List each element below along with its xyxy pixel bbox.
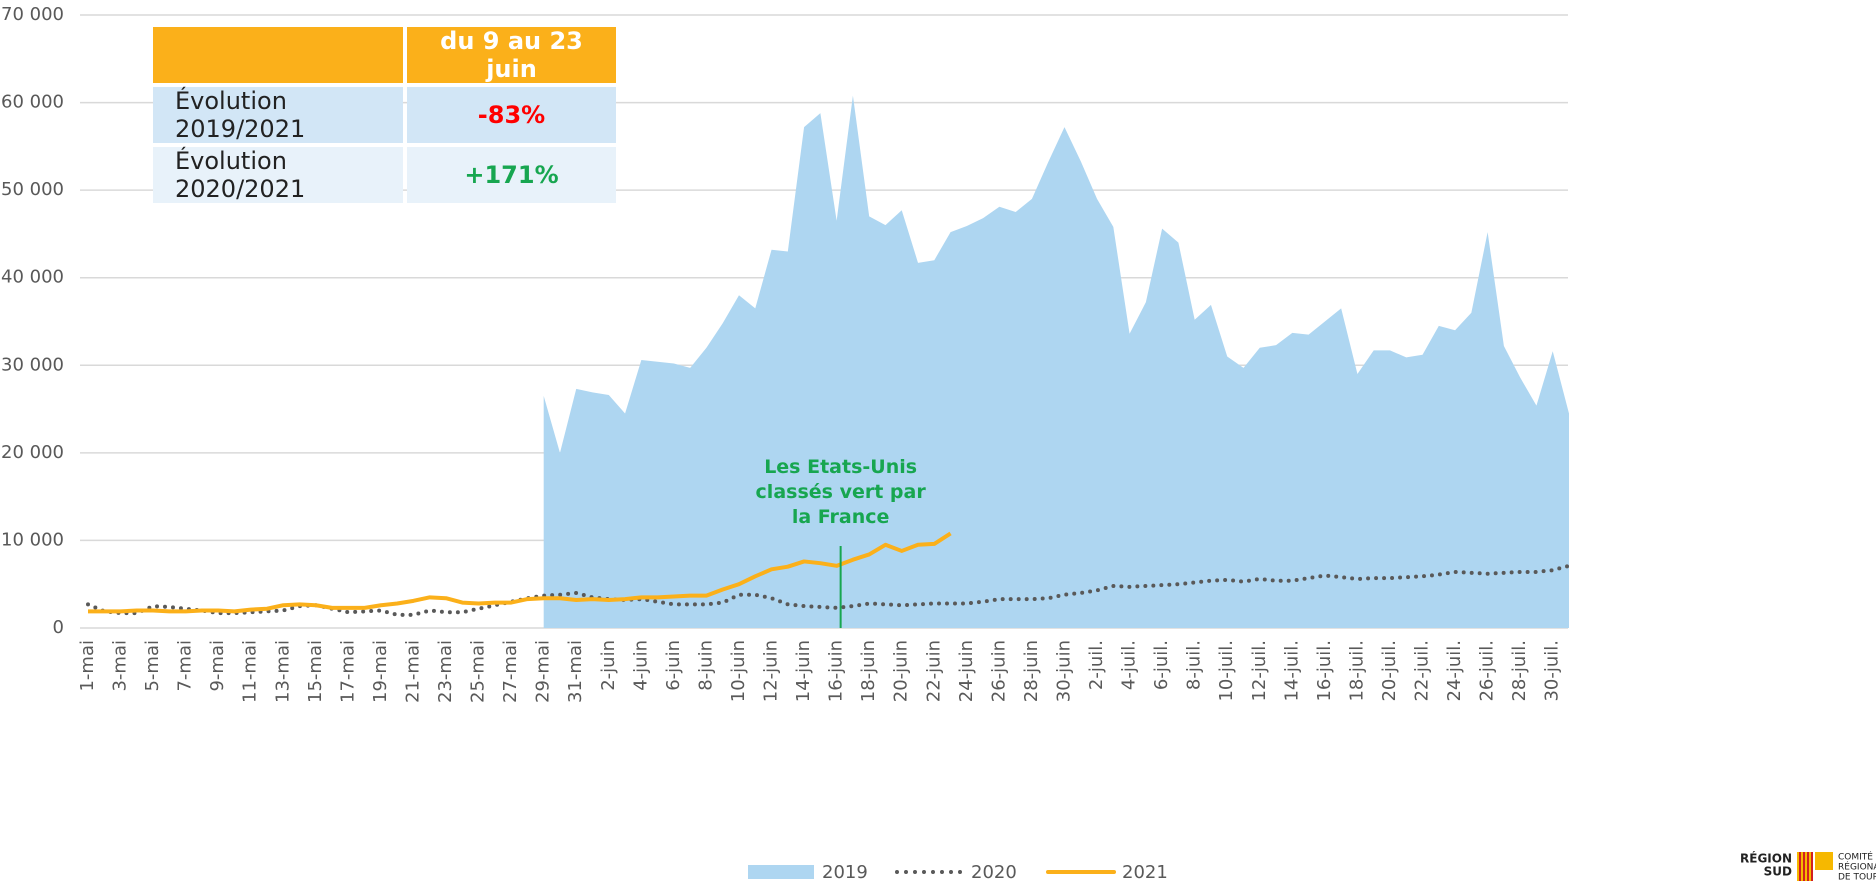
logo-org: DE TOURISME: [1838, 873, 1876, 881]
x-tick-label: 16-juin: [826, 640, 847, 702]
table-cell: Évolution 2020/2021: [153, 147, 403, 203]
header-cell: [153, 27, 403, 83]
x-tick-label: 26-juil.: [1477, 640, 1498, 702]
table-cell: Évolution 2019/2021: [153, 87, 403, 143]
x-tick-label: 2-juin: [598, 640, 619, 691]
logo-stripe: [1811, 852, 1813, 881]
x-tick-label: 29-mai: [533, 640, 554, 703]
x-tick-label: 15-mai: [305, 640, 326, 703]
logo-org: RÉGIONAL: [1838, 861, 1876, 873]
y-tick-label: 70 000: [1, 4, 64, 25]
table-cell: +171%: [407, 147, 616, 203]
line-2020: [86, 563, 1571, 617]
y-tick-label: 40 000: [1, 267, 64, 288]
x-tick-label: 21-mai: [402, 640, 423, 703]
x-tick-label: 26-juin: [988, 640, 1009, 702]
header-cell: du 9 au 23 juin: [407, 27, 616, 83]
x-tick-label: 14-juin: [793, 640, 814, 702]
y-tick-label: 50 000: [1, 179, 64, 200]
logo-emblem: [1815, 852, 1833, 870]
x-tick-label: 28-juin: [1021, 640, 1042, 702]
x-tick-label: 19-mai: [370, 640, 391, 703]
legend-swatch: [748, 865, 814, 879]
x-tick-label: 18-juil.: [1346, 640, 1367, 702]
x-tick-label: 7-mai: [175, 640, 196, 692]
table-row: Évolution 2020/2021 +171%: [153, 147, 616, 203]
logo-stripe: [1799, 852, 1801, 881]
x-tick-label: 12-juin: [761, 640, 782, 702]
y-tick-label: 10 000: [1, 529, 64, 550]
logo-org: COMITÉ: [1838, 851, 1873, 863]
logo-name: SUD: [1764, 865, 1792, 879]
summary-table: du 9 au 23 juin Évolution 2019/2021 -83% Év…: [149, 23, 620, 207]
x-tick-label: 9-mai: [207, 640, 228, 692]
x-tick-label: 8-juin: [695, 640, 716, 691]
x-tick-label: 24-juil.: [1444, 640, 1465, 702]
x-tick-label: 10-juin: [728, 640, 749, 702]
table-row: Évolution 2019/2021 -83%: [153, 87, 616, 143]
x-tick-label: 17-mai: [337, 640, 358, 703]
x-tick-label: 31-mai: [565, 640, 586, 703]
x-tick-label: 30-juin: [1053, 640, 1074, 702]
logo-stripe: [1803, 852, 1805, 881]
logo-name: RÉGION: [1740, 851, 1792, 866]
x-tick-label: 20-juil.: [1379, 640, 1400, 702]
y-tick-label: 0: [53, 617, 64, 638]
y-tick-label: 30 000: [1, 354, 64, 375]
x-tick-label: 3-mai: [110, 640, 131, 692]
legend-label: 2020: [971, 862, 1017, 881]
x-tick-label: 18-juin: [858, 640, 879, 702]
x-tick-label: 16-juil.: [1314, 640, 1335, 702]
annotation: Les Etats-Unis classés vert par la Franc…: [755, 456, 926, 528]
legend-label: 2019: [822, 862, 868, 881]
x-tick-label: 30-juil.: [1542, 640, 1563, 702]
x-tick-label: 4-juil.: [1119, 640, 1140, 690]
x-tick-label: 14-juil.: [1281, 640, 1302, 702]
x-tick-label: 6-juin: [663, 640, 684, 691]
x-tick-label: 8-juil.: [1184, 640, 1205, 690]
x-tick-label: 20-juin: [891, 640, 912, 702]
y-tick-label: 20 000: [1, 442, 64, 463]
x-tick-label: 23-mai: [435, 640, 456, 703]
y-tick-label: 60 000: [1, 92, 64, 113]
x-tick-label: 27-mai: [500, 640, 521, 703]
x-tick-label: 2-juil.: [1086, 640, 1107, 690]
x-tick-label: 13-mai: [272, 640, 293, 703]
x-tick-label: 25-mai: [468, 640, 489, 703]
x-tick-label: 28-juil.: [1509, 640, 1530, 702]
legend-label: 2021: [1122, 862, 1168, 881]
x-tick-label: 24-juin: [956, 640, 977, 702]
x-tick-label: 1-mai: [77, 640, 98, 692]
x-tick-label: 22-juin: [923, 640, 944, 702]
x-tick-label: 6-juil.: [1151, 640, 1172, 690]
line-2021: [88, 531, 952, 614]
x-tick-label: 4-juin: [630, 640, 651, 691]
logo-stripe: [1807, 852, 1809, 881]
table-cell: -83%: [407, 87, 616, 143]
header-row: du 9 au 23 juin: [153, 27, 616, 83]
area-2019: [543, 95, 1569, 628]
x-tick-label: 11-mai: [240, 640, 261, 703]
x-tick-label: 22-juil.: [1412, 640, 1433, 702]
x-tick-label: 5-mai: [142, 640, 163, 692]
x-tick-label: 10-juil.: [1216, 640, 1237, 702]
x-tick-label: 12-juil.: [1249, 640, 1270, 702]
